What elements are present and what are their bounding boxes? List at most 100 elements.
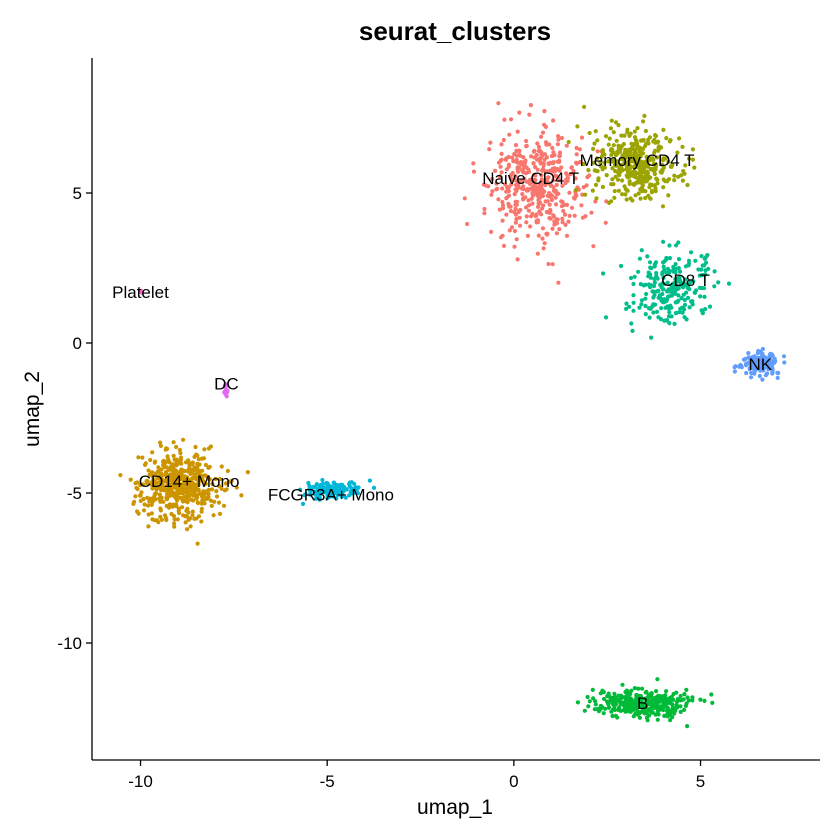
data-point xyxy=(622,701,627,706)
data-point xyxy=(312,489,317,494)
data-point xyxy=(606,705,612,710)
data-point xyxy=(591,160,596,165)
data-point xyxy=(531,149,537,154)
data-point xyxy=(554,182,559,187)
data-point xyxy=(531,161,536,166)
data-point xyxy=(660,204,666,209)
data-point xyxy=(140,482,146,487)
data-point xyxy=(681,306,686,311)
data-point xyxy=(667,708,673,713)
data-point xyxy=(591,696,596,701)
data-point xyxy=(531,190,536,196)
data-point xyxy=(551,160,556,165)
data-point xyxy=(631,293,636,298)
data-point xyxy=(168,477,173,482)
data-point xyxy=(702,698,707,704)
data-point xyxy=(314,496,319,501)
data-point xyxy=(684,290,689,295)
data-point xyxy=(146,468,151,473)
data-point xyxy=(646,274,651,279)
series-b xyxy=(575,677,715,729)
data-point xyxy=(172,517,177,522)
data-point xyxy=(603,315,609,320)
series-fcgr3a-mono xyxy=(298,477,377,506)
data-point xyxy=(634,138,639,144)
series-naive-cd4-t xyxy=(462,101,609,285)
data-point xyxy=(209,503,214,508)
data-point xyxy=(617,699,622,704)
data-point xyxy=(137,493,143,498)
data-point xyxy=(631,308,636,313)
data-point xyxy=(698,697,703,702)
data-point xyxy=(782,360,787,365)
data-point xyxy=(657,293,663,298)
data-point xyxy=(670,702,675,707)
data-point xyxy=(732,365,737,370)
data-point xyxy=(629,708,634,713)
y-tick-label: 5 xyxy=(73,184,82,203)
data-point xyxy=(206,487,211,492)
data-point xyxy=(152,494,157,499)
data-point xyxy=(208,444,213,449)
data-point xyxy=(521,184,526,189)
data-point xyxy=(677,136,682,141)
data-point xyxy=(195,541,200,546)
data-point xyxy=(564,233,570,238)
data-point xyxy=(513,202,518,207)
data-point xyxy=(593,199,598,204)
data-point xyxy=(499,170,504,175)
data-point xyxy=(547,215,552,221)
data-point xyxy=(644,141,649,146)
data-point xyxy=(662,297,667,302)
data-point xyxy=(553,195,558,200)
data-point xyxy=(515,257,520,262)
data-point xyxy=(629,321,634,326)
data-point xyxy=(524,171,529,176)
data-point xyxy=(567,190,572,195)
data-point xyxy=(524,179,530,184)
data-point xyxy=(223,481,229,486)
data-point xyxy=(135,486,140,492)
data-point xyxy=(636,180,641,185)
data-point xyxy=(623,150,628,155)
data-point xyxy=(617,165,622,170)
data-point xyxy=(690,157,696,162)
data-point xyxy=(632,129,638,134)
data-point xyxy=(510,170,515,176)
data-point xyxy=(507,132,512,137)
data-point xyxy=(603,220,608,225)
data-point xyxy=(561,208,566,214)
data-point xyxy=(538,200,543,205)
data-point xyxy=(568,172,573,177)
data-point xyxy=(602,696,607,702)
data-point xyxy=(496,197,501,202)
data-point xyxy=(517,165,522,170)
cluster-label: CD8 T xyxy=(661,271,710,290)
y-tick-label: -5 xyxy=(67,484,82,503)
data-point xyxy=(651,289,656,294)
data-point xyxy=(649,190,655,195)
data-point xyxy=(615,177,621,182)
data-point xyxy=(646,193,651,198)
data-point xyxy=(499,151,504,156)
data-point xyxy=(544,210,550,215)
data-point xyxy=(636,191,641,196)
data-point xyxy=(540,190,545,195)
data-point xyxy=(662,259,667,264)
data-point xyxy=(669,695,674,700)
data-point xyxy=(225,468,230,474)
data-point xyxy=(542,157,547,162)
data-point xyxy=(556,134,561,139)
data-point xyxy=(635,163,640,168)
data-point xyxy=(502,117,507,122)
data-point xyxy=(185,482,190,487)
data-point xyxy=(693,258,698,263)
data-point xyxy=(683,277,688,282)
data-point xyxy=(600,149,605,154)
data-point xyxy=(746,351,751,356)
data-point xyxy=(171,453,176,458)
data-point xyxy=(557,150,563,155)
data-point xyxy=(156,485,161,490)
data-point xyxy=(626,709,631,714)
data-point xyxy=(692,165,697,170)
